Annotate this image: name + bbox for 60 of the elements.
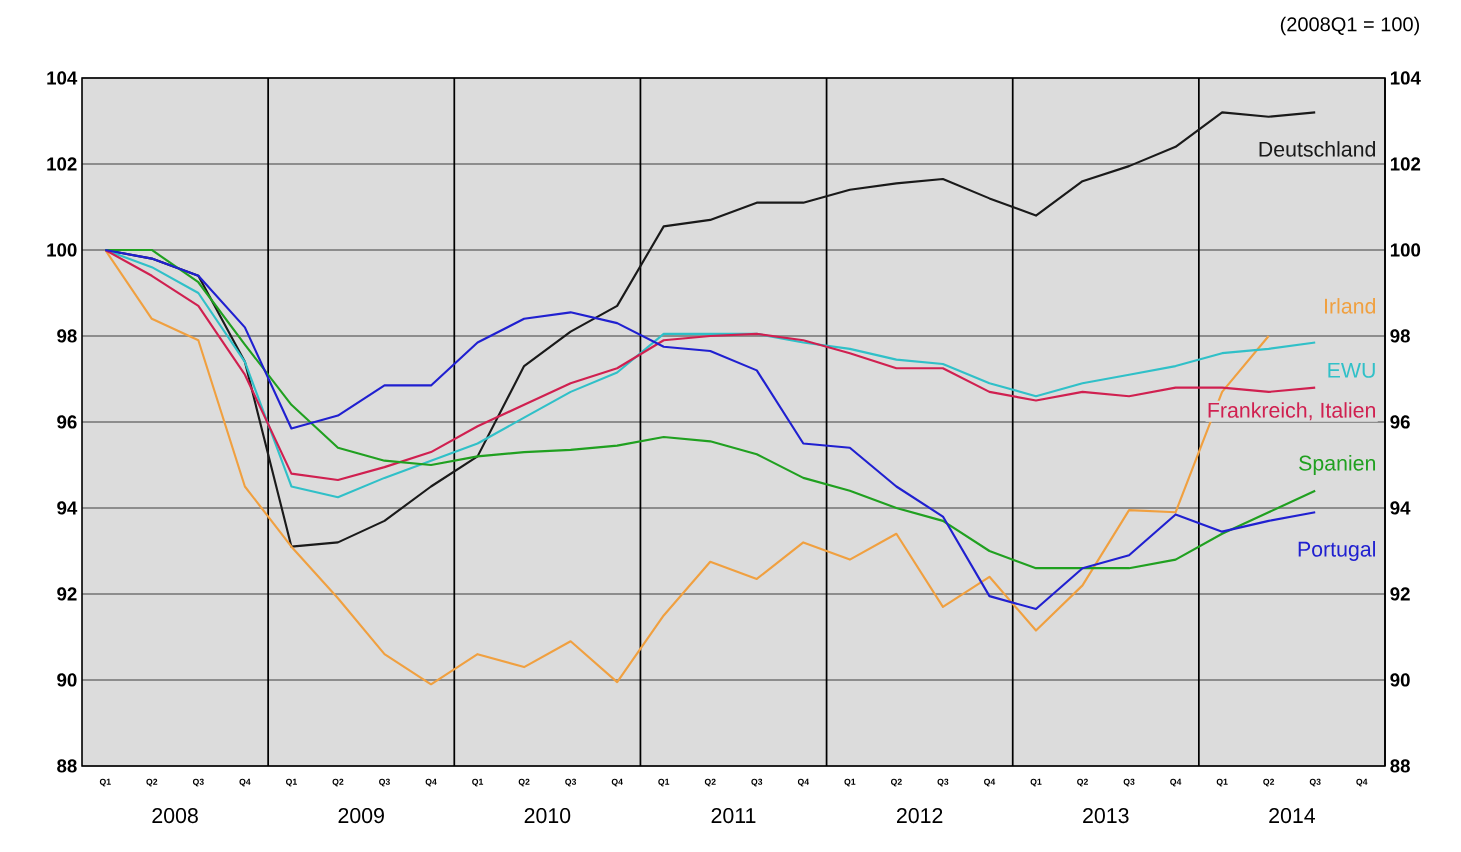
y-tick-label: 98: [57, 329, 77, 343]
y2-tick-label: 100: [1390, 243, 1421, 257]
x-tick-label: Q4: [1170, 778, 1182, 787]
text: 2014: [1269, 808, 1316, 824]
y-tick-label: 90: [57, 673, 77, 687]
x-tick-label: Q1: [1216, 778, 1228, 787]
x-tick-label: Q4: [984, 778, 996, 787]
x-tick-label: Q3: [565, 778, 577, 787]
y-tick-label: 100: [47, 243, 77, 257]
y2-tick-label: 90: [1390, 673, 1410, 687]
x-tick-label: Q1: [1030, 778, 1042, 787]
x-tick-label: Q1: [844, 778, 856, 787]
series-label: Deutschland: [1259, 141, 1376, 157]
text: 2013: [1083, 808, 1129, 824]
text: Irland: [1325, 298, 1376, 314]
x-tick-label: Q3: [192, 778, 204, 787]
x-tick-label: Q4: [239, 778, 251, 787]
x-tick-label: Q3: [1309, 778, 1321, 787]
x-tick-label: Q4: [797, 778, 810, 787]
x-tick-label: Q1: [99, 778, 111, 787]
x-tick-label: Q4: [611, 778, 623, 787]
x-tick-label: Q1: [285, 778, 297, 787]
x-tick-label: Q3: [1123, 778, 1135, 787]
series-label: EWU: [1328, 362, 1375, 378]
y2-tick-label: 88: [1390, 759, 1410, 773]
chart-subtitle: (2008Q1 = 100): [1280, 16, 1420, 36]
y2-tick-label: 104: [1390, 71, 1421, 85]
series-label: Frankreich, Italien: [1208, 402, 1375, 421]
x-tick-label: Q1: [658, 778, 670, 787]
text: 2010: [524, 808, 571, 824]
text: 2008: [152, 808, 198, 824]
x-tick-label: Q3: [937, 778, 949, 787]
y2-tick-label: 94: [1390, 501, 1411, 515]
text: 2012: [896, 808, 943, 824]
y-tick-label: 94: [57, 501, 78, 515]
x-tick-label: Q2: [1263, 778, 1275, 787]
x-tick-label: Q2: [332, 778, 344, 787]
y2-tick-label: 98: [1390, 329, 1410, 343]
x-tick-label: Q1: [472, 778, 484, 787]
x-tick-label: Q2: [704, 778, 716, 787]
y-tick-label: 88: [57, 759, 77, 773]
x-tick-label: Q4: [1356, 778, 1368, 787]
y-tick-label: 102: [47, 157, 77, 171]
x-tick-label: Q2: [146, 778, 158, 787]
x-tick-label: Q4: [425, 778, 437, 787]
y2-tick-label: 92: [1390, 587, 1410, 601]
y2-tick-label: 102: [1390, 157, 1421, 171]
x-tick-label: Q3: [751, 778, 763, 787]
x-tick-label: Q2: [890, 778, 902, 787]
y2-tick-label: 96: [1390, 415, 1410, 429]
y-tick-label: 96: [57, 415, 77, 429]
text: 2011: [711, 808, 756, 824]
x-tick-label: Q2: [518, 778, 530, 787]
y-tick-label: 92: [57, 587, 77, 601]
x-tick-label: Q2: [1077, 778, 1088, 787]
series-label: Portugal: [1298, 541, 1375, 561]
series-label: Spanien: [1299, 455, 1376, 475]
text: 2009: [338, 808, 384, 824]
x-tick-label: Q3: [379, 778, 390, 787]
y-tick-label: 104: [47, 71, 78, 85]
